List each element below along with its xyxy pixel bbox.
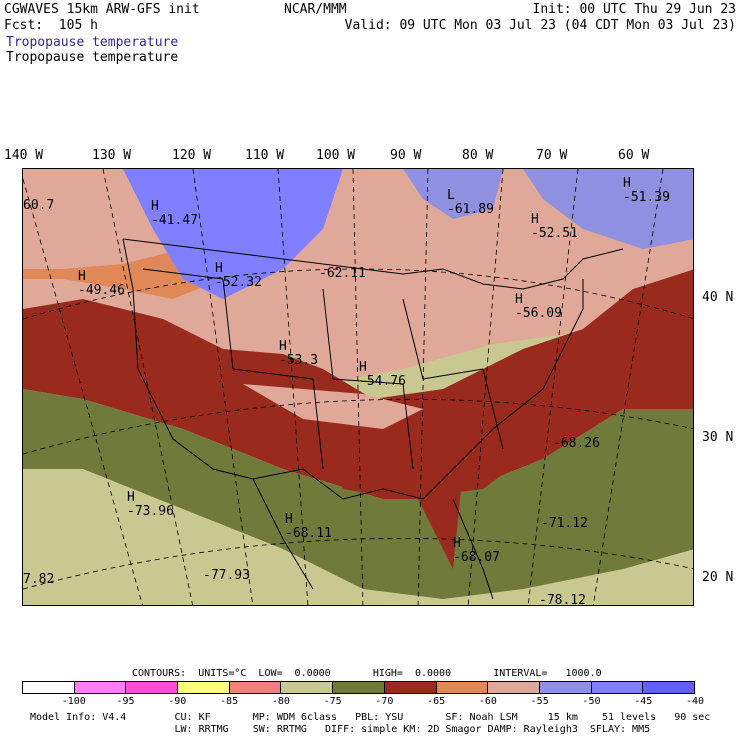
contours-info: CONTOURS: UNITS=°C LOW= 0.0000 HIGH= 0.0… <box>132 668 602 679</box>
map-value-label: H -54.76 <box>359 360 406 389</box>
lon-label-100w: 100 W <box>316 148 356 163</box>
map-value-label: H -68.07 <box>453 536 500 565</box>
boundaries <box>122 238 624 600</box>
map-field-svg <box>23 169 693 605</box>
map-value-label: -62.11 <box>319 266 366 281</box>
lon-label-120w: 120 W <box>172 148 212 163</box>
map-value-label: H -56.09 <box>515 292 562 321</box>
lat-label-40n: 40 N <box>702 290 734 305</box>
map-value-label: 7.82 <box>23 572 55 587</box>
field-band-dark-red-se <box>323 359 583 499</box>
map-value-label: H -68.11 <box>285 512 332 541</box>
colorbar-swatch <box>23 682 75 693</box>
field-band-olive <box>23 389 693 599</box>
forecast-hour: Fcst: 105 h <box>4 18 98 33</box>
colorbar-swatch <box>643 682 694 693</box>
lon-label-90w: 90 W <box>390 148 422 163</box>
field-band-dark-red-gulf <box>403 469 463 569</box>
map-value-label: H -52.32 <box>215 261 262 290</box>
map-value-label: H -49.46 <box>78 269 125 298</box>
colorbar-tick-label: -55 <box>530 696 549 707</box>
map-value-label: -78.12 <box>539 593 586 606</box>
lon-label-130w: 130 W <box>92 148 132 163</box>
colorbar-tick-label: -95 <box>116 696 135 707</box>
map-value-label: H -73.96 <box>127 490 174 519</box>
graticule <box>23 169 693 605</box>
valid-time: Valid: 09 UTC Mon 03 Jul 23 (04 CDT Mon … <box>344 18 736 33</box>
init-time: Init: 00 UTC Thu 29 Jun 23 <box>532 2 737 17</box>
colorbar-tick-label: -75 <box>323 696 342 707</box>
colorbar-swatch <box>591 682 644 693</box>
map-value-label: -77.93 <box>203 568 250 583</box>
colorbar-swatch <box>74 682 127 693</box>
colorbar-tick-label: -45 <box>634 696 653 707</box>
model-title: CGWAVES 15km ARW-GFS init <box>4 2 200 17</box>
colorbar-tick-label: -90 <box>168 696 187 707</box>
lat-label-30n: 30 N <box>702 430 734 445</box>
map-value-label: H -53.3 <box>279 339 319 368</box>
map-value-label: L -61.89 <box>447 188 494 217</box>
map-value-label: H -41.47 <box>151 199 198 228</box>
colorbar-swatch <box>126 682 179 693</box>
field-title-primary: Tropopause temperature <box>6 35 179 50</box>
map-value-label: 60.7 <box>23 198 55 213</box>
colorbar-swatch <box>333 682 385 693</box>
colorbar <box>22 681 695 694</box>
colorbar-swatch <box>229 682 282 693</box>
field-band-blue-nw <box>123 169 343 299</box>
colorbar-swatch <box>436 682 489 693</box>
map-value-label: H -51.39 <box>623 176 670 205</box>
field-band-blue-ne <box>523 169 693 249</box>
map-value-label: -68.26 <box>553 436 600 451</box>
map-value-label: -71.12 <box>541 516 588 531</box>
colorbar-swatch <box>178 682 230 693</box>
colorbar-tick-label: -85 <box>220 696 239 707</box>
field-title-secondary: Tropopause temperature <box>6 50 179 65</box>
field-band-light-olive-sw <box>23 549 223 605</box>
colorbar-tick-label: -70 <box>375 696 394 707</box>
lon-label-110w: 110 W <box>245 148 285 163</box>
colorbar-swatch <box>488 682 540 693</box>
lon-label-70w: 70 W <box>536 148 568 163</box>
lon-label-60w: 60 W <box>618 148 650 163</box>
colorbar-tick-label: -60 <box>478 696 497 707</box>
model-info-line1: Model Info: V4.4 CU: KF MP: WDM 6class P… <box>30 712 711 723</box>
colorbar-tick-label: -100 <box>61 696 86 707</box>
colorbar-swatch <box>281 682 334 693</box>
center-label: NCAR/MMM <box>284 2 347 17</box>
colorbar-swatch <box>384 682 437 693</box>
map-value-label: H -52.51 <box>531 212 578 241</box>
field-band-pink-plains <box>243 384 423 429</box>
colorbar-tick-label: -65 <box>427 696 446 707</box>
colorbar-tick-label: -80 <box>271 696 290 707</box>
lon-label-140w: 140 W <box>4 148 44 163</box>
model-info-line2: LW: RRTMG SW: RRTMG DIFF: simple KM: 2D … <box>30 724 651 735</box>
lon-label-80w: 80 W <box>462 148 494 163</box>
colorbar-swatch <box>539 682 592 693</box>
tropopause-temperature-map: 60.7 H -41.47 H -49.46 H -52.32 -62.11 L -61… <box>22 168 694 606</box>
lat-label-20n: 20 N <box>702 570 734 585</box>
colorbar-tick-label: -50 <box>582 696 601 707</box>
colorbar-tick-label: -40 <box>685 696 705 707</box>
